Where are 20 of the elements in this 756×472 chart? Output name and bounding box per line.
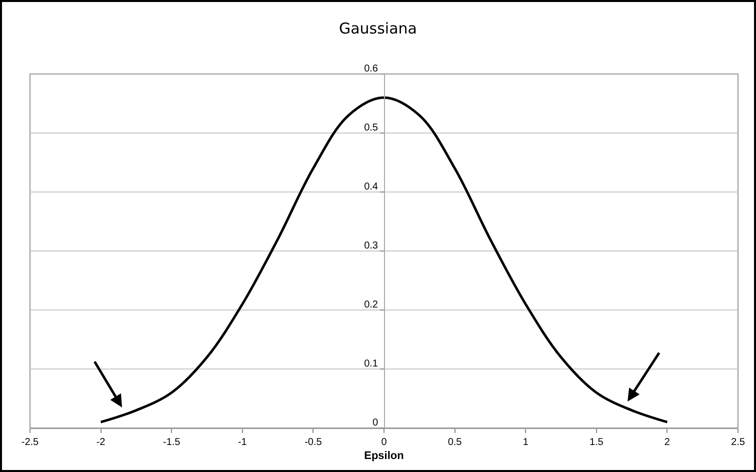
x-tick-label: 2.5 xyxy=(731,437,746,448)
y-tick-label: 0.1 xyxy=(364,358,378,370)
chart-title: Gaussiana xyxy=(338,20,418,38)
x-tick-label: 2 xyxy=(664,437,670,448)
y-tick-label: 0 xyxy=(372,418,378,428)
x-tick-label: 1 xyxy=(522,437,529,448)
x-axis-title: Epsilon xyxy=(364,450,404,462)
y-tick-label: 0.5 xyxy=(364,122,378,134)
y-tick-label: 0.2 xyxy=(364,300,378,310)
x-tick-label: -2 xyxy=(96,437,106,448)
x-tick-label: -1.5 xyxy=(162,437,181,448)
x-tick-label: 0 xyxy=(381,437,388,448)
y-tick-label: 0.3 xyxy=(364,240,378,252)
y-tick-label: 0.6 xyxy=(364,64,378,74)
x-tick-label: 1.5 xyxy=(589,437,604,448)
x-tick-label: -2.5 xyxy=(21,437,40,448)
x-tick-label: 0.5 xyxy=(448,437,462,448)
y-tick-label: 0.4 xyxy=(364,182,378,192)
x-tick-label: -0.5 xyxy=(304,437,322,448)
x-tick-label: -1 xyxy=(238,437,248,448)
